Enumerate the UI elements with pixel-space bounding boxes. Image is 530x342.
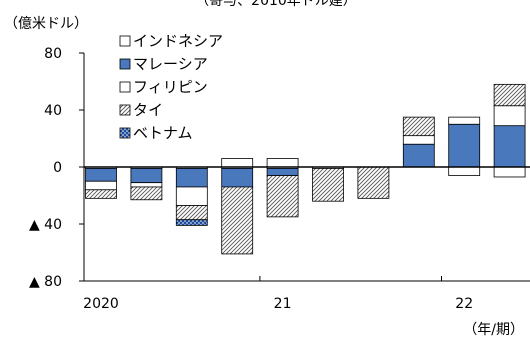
- bar-segment: [221, 158, 254, 168]
- period-label: （年/期）: [463, 322, 524, 338]
- bar-segment: [85, 168, 117, 182]
- bar-segment: [493, 83, 526, 107]
- bars: [85, 83, 526, 255]
- bar-segment: [402, 116, 435, 137]
- bar-segment: [85, 180, 117, 191]
- unit-label: （億米ドル）: [4, 16, 88, 32]
- bar-segment: [493, 125, 526, 168]
- bar-segment: [175, 186, 208, 206]
- x-tick-label: 2020: [83, 296, 119, 312]
- bar-segment: [266, 158, 299, 168]
- y-tick-label: 80: [44, 46, 62, 62]
- bar-segment: [266, 175, 299, 218]
- bar-segment: [130, 168, 163, 184]
- y-axis-ticks: 80 40 0 ▲ 40 ▲ 80: [29, 46, 84, 290]
- bar-segment: [130, 182, 163, 188]
- x-axis-ticks: 2020 21 22: [83, 276, 473, 312]
- bar-segment: [357, 166, 390, 199]
- bar-segment: [493, 166, 526, 178]
- y-tick-label: ▲ 80: [29, 274, 62, 290]
- bar-segment: [130, 186, 163, 201]
- bar-segment: [175, 205, 208, 221]
- legend-swatch: [119, 104, 131, 116]
- bar-segment: [493, 105, 526, 127]
- y-tick-label: ▲ 40: [29, 217, 62, 233]
- bar-segment: [402, 135, 435, 145]
- bar-segment: [175, 168, 208, 188]
- y-tick-label: 0: [53, 160, 62, 176]
- x-tick-label: 21: [274, 296, 292, 312]
- legend-swatch: [119, 35, 131, 47]
- x-tick-label: 22: [455, 296, 473, 312]
- bar-segment: [221, 186, 254, 255]
- chart-title: （寄与、2010年ドル建）: [195, 0, 357, 9]
- y-tick-label: 40: [44, 103, 62, 119]
- bar-segment: [448, 123, 481, 168]
- legend-label: インドネシア: [133, 32, 223, 50]
- bar-segment: [85, 189, 117, 199]
- legend-label: マレーシア: [133, 55, 208, 73]
- bar-segment: [221, 168, 254, 188]
- bar-segment: [266, 168, 299, 176]
- legend-swatch: [119, 127, 131, 139]
- legend-label: ベトナム: [133, 124, 193, 142]
- legend-swatch: [119, 81, 131, 93]
- legend-swatch: [119, 58, 131, 70]
- bar-segment: [175, 219, 208, 226]
- legend-label: タイ: [133, 101, 163, 119]
- legend-label: フィリピン: [133, 78, 208, 96]
- bar-segment: [448, 116, 481, 125]
- bar-segment: [402, 143, 435, 168]
- bar-segment: [312, 168, 344, 202]
- bar-segment: [448, 166, 481, 176]
